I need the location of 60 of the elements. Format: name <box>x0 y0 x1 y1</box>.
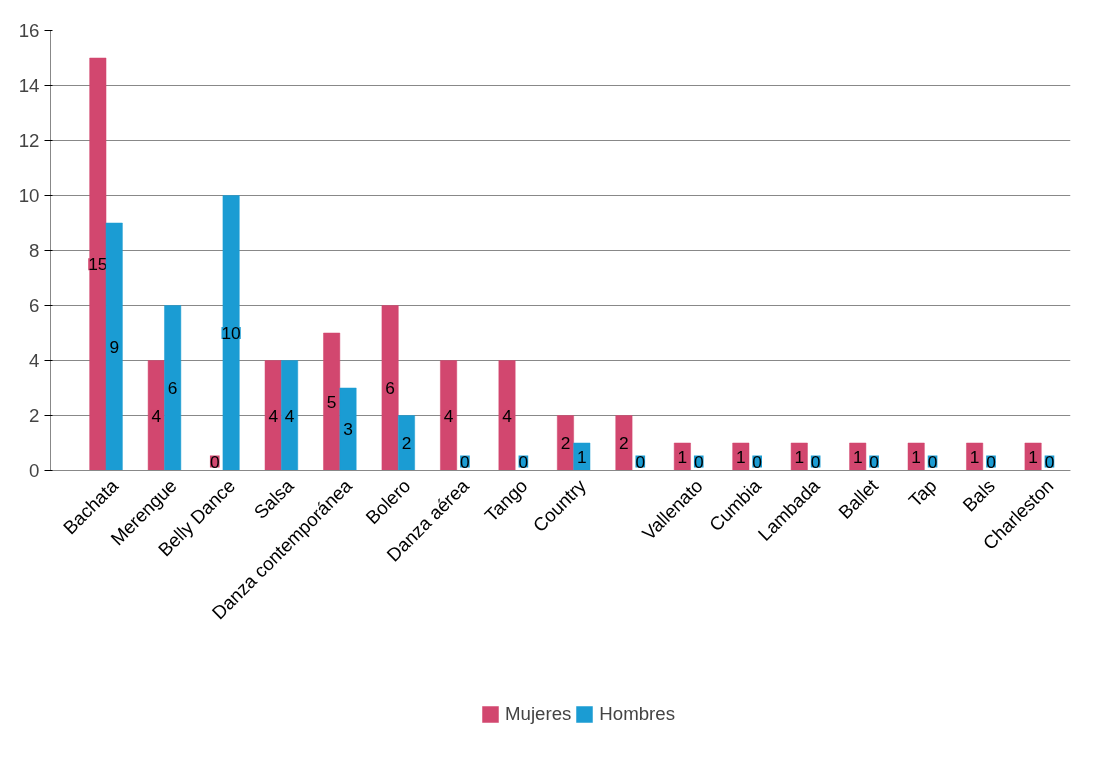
bar <box>323 332 341 471</box>
data-label: 2 <box>619 433 629 453</box>
bar <box>264 360 282 471</box>
legend-label: Mujeres <box>505 703 572 725</box>
y-tick-label: 12 <box>18 130 40 151</box>
bar <box>339 387 357 471</box>
bar <box>89 57 107 471</box>
data-label: 4 <box>443 405 454 426</box>
y-tick-label: 4 <box>29 350 40 371</box>
data-label: 5 <box>326 391 337 412</box>
data-label: 3 <box>343 419 353 440</box>
data-label: 4 <box>268 405 279 426</box>
data-label: 1 <box>911 446 922 467</box>
bar <box>615 415 633 471</box>
data-label: 0 <box>518 451 529 472</box>
data-label: 0 <box>1044 451 1055 472</box>
bar <box>164 305 182 471</box>
data-label: 0 <box>635 451 646 472</box>
bar <box>281 360 299 471</box>
data-label: 0 <box>986 451 996 472</box>
bar <box>398 415 415 471</box>
x-tick-label: Tap <box>904 475 941 512</box>
data-label: 6 <box>385 378 395 398</box>
data-label: 1 <box>677 446 688 467</box>
bar <box>105 222 123 471</box>
data-label: 0 <box>810 451 821 472</box>
y-tick-label: 14 <box>18 75 40 96</box>
data-label: 15 <box>88 254 108 275</box>
y-tick-label: 16 <box>18 20 40 41</box>
data-label: 1 <box>1028 446 1038 467</box>
y-tick-label: 0 <box>29 460 40 481</box>
data-label: 1 <box>577 446 587 467</box>
y-tick-label: 8 <box>29 240 40 261</box>
bar <box>440 360 457 471</box>
y-tick-label: 2 <box>29 405 40 426</box>
data-label: 0 <box>752 451 763 472</box>
data-label: 0 <box>927 451 938 472</box>
data-label: 0 <box>869 451 879 472</box>
data-label: 9 <box>109 336 120 357</box>
y-tick-label: 10 <box>18 185 40 206</box>
bar <box>147 360 165 471</box>
y-tick-label: 6 <box>29 295 40 316</box>
data-label: 0 <box>693 451 704 472</box>
data-label: 0 <box>460 451 470 472</box>
data-label: 2 <box>560 433 571 453</box>
data-label: 0 <box>209 451 220 472</box>
data-label: 4 <box>284 405 295 426</box>
data-label: 4 <box>502 405 513 426</box>
legend-label: Hombres <box>599 703 676 725</box>
data-label: 10 <box>221 323 241 343</box>
data-label: 1 <box>736 446 746 467</box>
data-label: 6 <box>167 378 178 398</box>
data-label: 1 <box>852 446 863 467</box>
data-label: 1 <box>969 446 980 467</box>
bar <box>222 195 240 471</box>
data-label: 1 <box>794 446 805 467</box>
bar <box>381 305 399 471</box>
data-label: 2 <box>401 433 412 453</box>
bar <box>498 360 516 471</box>
data-label: 4 <box>151 405 162 426</box>
